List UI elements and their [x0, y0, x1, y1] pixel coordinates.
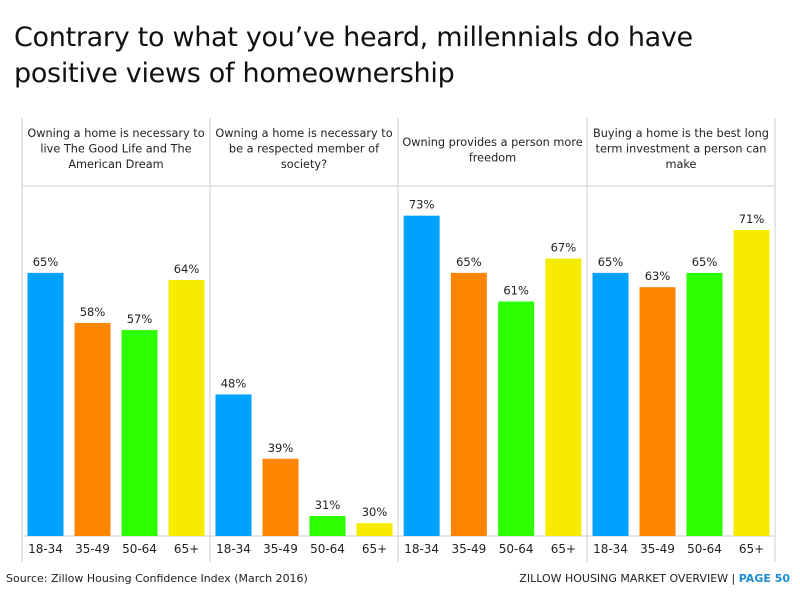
- x-tick-label: 65+: [739, 542, 764, 556]
- data-label: 39%: [268, 441, 294, 455]
- bar-65+: [733, 229, 770, 537]
- data-label: 57%: [127, 312, 153, 326]
- x-tick-label: 35-49: [263, 542, 298, 556]
- page-number: PAGE 50: [738, 572, 790, 585]
- bar-65+: [168, 280, 205, 536]
- x-tick-label: 35-49: [640, 542, 675, 556]
- x-tick-label: 35-49: [75, 542, 110, 556]
- bar-65+: [545, 258, 582, 536]
- data-label: 58%: [80, 305, 106, 319]
- x-tick-label: 65+: [174, 542, 199, 556]
- bar-50-64: [121, 330, 158, 536]
- x-tick-label: 65+: [362, 542, 387, 556]
- data-label: 65%: [33, 255, 59, 269]
- panel-question: Buying a home is the best long: [593, 127, 769, 140]
- x-tick-label: 50-64: [310, 542, 345, 556]
- x-tick-label: 18-34: [593, 542, 628, 556]
- x-tick-label: 50-64: [499, 542, 534, 556]
- bar-18-34: [215, 394, 252, 536]
- panel-question: American Dream: [68, 158, 163, 171]
- panel-question: be a respected member of: [229, 143, 380, 156]
- panel-question: term investment a person can: [596, 143, 767, 156]
- bar-35-49: [450, 272, 487, 536]
- footer: ZILLOW HOUSING MARKET OVERVIEW | PAGE 50: [519, 572, 790, 585]
- x-tick-label: 50-64: [687, 542, 722, 556]
- panel-question: society?: [281, 158, 327, 171]
- data-label: 65%: [456, 255, 482, 269]
- x-tick-label: 18-34: [28, 542, 63, 556]
- page-title: Contrary to what you’ve heard, millennia…: [14, 22, 693, 89]
- panel-question: make: [665, 158, 696, 171]
- panel-question: live The Good Life and The: [40, 143, 191, 156]
- bar-18-34: [403, 215, 440, 536]
- data-label: 65%: [692, 255, 718, 269]
- bar-35-49: [74, 322, 111, 536]
- panel-question: Owning a home is necessary to: [27, 127, 204, 140]
- data-label: 61%: [503, 283, 529, 297]
- x-tick-label: 50-64: [122, 542, 157, 556]
- bar-35-49: [639, 287, 676, 536]
- source-note: Source: Zillow Housing Confidence Index …: [6, 572, 308, 585]
- bar-18-34: [27, 272, 64, 536]
- data-label: 31%: [315, 498, 341, 512]
- data-label: 48%: [221, 376, 247, 390]
- bar-35-49: [262, 458, 299, 536]
- panel-question: Owning a home is necessary to: [215, 127, 392, 140]
- data-label: 63%: [645, 269, 671, 283]
- panel-question: Owning provides a person more: [402, 136, 582, 149]
- x-tick-label: 18-34: [404, 542, 439, 556]
- data-label: 71%: [739, 212, 765, 226]
- bar-65+: [356, 523, 393, 536]
- data-label: 67%: [551, 241, 577, 255]
- x-tick-label: 65+: [551, 542, 576, 556]
- bar-50-64: [498, 301, 535, 536]
- bar-18-34: [592, 272, 629, 536]
- x-tick-label: 35-49: [451, 542, 486, 556]
- bar-50-64: [309, 515, 346, 536]
- panel-question: freedom: [469, 152, 516, 165]
- footer-label: ZILLOW HOUSING MARKET OVERVIEW |: [519, 572, 739, 585]
- data-label: 64%: [174, 262, 200, 276]
- data-label: 30%: [362, 505, 388, 519]
- x-tick-label: 18-34: [216, 542, 251, 556]
- data-label: 73%: [409, 198, 435, 212]
- bar-50-64: [686, 272, 723, 536]
- data-label: 65%: [598, 255, 624, 269]
